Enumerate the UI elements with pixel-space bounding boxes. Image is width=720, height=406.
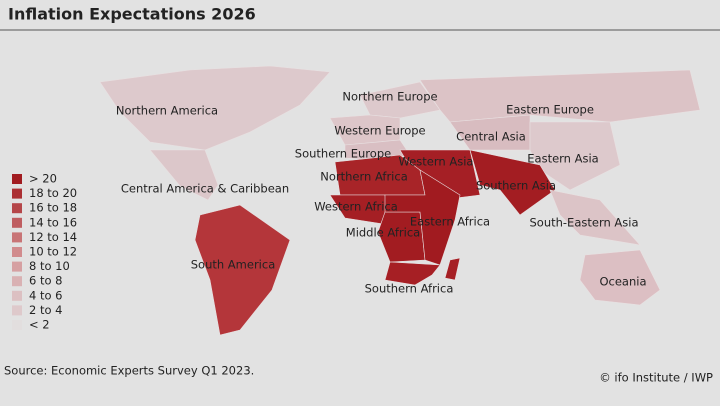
legend-swatch [12,217,22,228]
region-shape [329,114,401,146]
region-label: Western Africa [314,200,398,214]
region-shape [469,149,556,216]
legend-label: 14 to 16 [29,215,77,229]
legend-swatch [12,320,22,330]
legend-label: 16 to 18 [29,201,77,215]
region-label: Northern America [116,104,218,118]
region-label: Eastern Europe [506,103,594,117]
region-label: Central Asia [456,130,526,144]
region-shape [194,204,291,336]
region-label: Western Asia [399,155,474,169]
legend-swatch [12,174,22,184]
legend-swatch [12,261,22,272]
legend-swatch [12,290,22,301]
region-shape [384,261,441,286]
region-shape [149,149,219,201]
region-label: South America [191,258,276,272]
region-label: Eastern Africa [410,215,490,229]
region-label: Western Europe [334,124,425,138]
region-label: Southern Africa [365,282,454,296]
title: Inflation Expectations 2026 [8,5,256,24]
legend-swatch [12,203,22,214]
region-labels: Northern America Central America & Caribb… [116,90,647,296]
region-shape [384,169,461,266]
region-shape [529,121,621,191]
region-label: South-Eastern Asia [529,216,638,230]
legend-label: 8 to 10 [29,259,70,273]
legend-label: > 20 [29,172,57,186]
region-label: Southern Asia [476,179,556,193]
region-shape [419,69,701,123]
region-label: Central America & Caribbean [121,182,289,196]
region-label: Middle Africa [346,226,420,240]
legend-label: < 2 [29,318,50,332]
source: Source: Economic Experts Survey Q1 2023. [4,364,254,378]
legend-swatch [12,276,22,287]
region-shape [444,257,461,281]
legend-swatch [12,232,22,243]
region-label: Northern Europe [342,90,437,104]
region-shape [549,189,641,246]
credit: © ifo Institute / IWP [599,371,713,385]
region-label: Eastern Asia [527,152,598,166]
legend-swatch [12,305,22,316]
legend-swatch [12,247,22,257]
region-label: Northern Africa [320,170,408,184]
legend-swatch [12,188,22,199]
legend-label: 10 to 12 [29,245,77,259]
legend-label: 18 to 20 [29,186,77,200]
region-shape [99,65,331,151]
legend-label: 2 to 4 [29,303,63,317]
map [99,65,701,336]
region-label: Southern Europe [295,147,391,161]
legend-label: 12 to 14 [29,230,77,244]
region-shape [359,81,441,119]
legend-label: 4 to 6 [29,288,63,302]
region-shape [579,249,661,306]
region-label: Oceania [599,275,646,289]
legend-label: 6 to 8 [29,274,63,288]
